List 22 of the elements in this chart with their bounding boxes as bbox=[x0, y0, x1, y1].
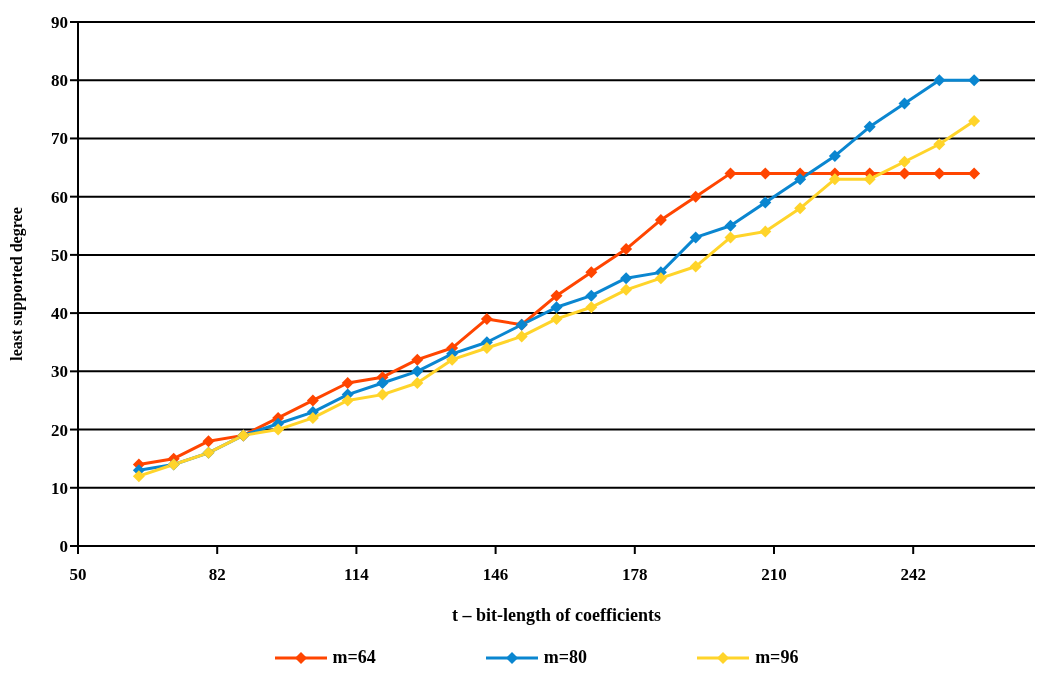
y-axis-title: least supported degree bbox=[7, 207, 26, 361]
y-tick-label: 0 bbox=[59, 537, 68, 557]
y-tick-label: 40 bbox=[51, 304, 68, 324]
y-tick-label: 30 bbox=[51, 362, 68, 382]
legend-label: m=64 bbox=[332, 647, 376, 668]
legend-label: m=96 bbox=[755, 647, 799, 668]
x-tick-label: 210 bbox=[761, 565, 787, 585]
y-tick-label: 60 bbox=[51, 187, 68, 207]
x-tick-label: 242 bbox=[900, 565, 926, 585]
x-tick-label: 82 bbox=[208, 565, 226, 585]
y-tick-label: 90 bbox=[51, 13, 68, 33]
x-axis-title: t – bit-length of coefficients bbox=[452, 605, 661, 625]
y-tick-label: 20 bbox=[51, 420, 68, 440]
y-tick-label: 50 bbox=[51, 245, 68, 265]
y-tick-label: 10 bbox=[51, 478, 68, 498]
x-tick-label: 178 bbox=[622, 565, 648, 585]
x-tick-label: 50 bbox=[69, 565, 87, 585]
x-tick-label: 146 bbox=[482, 565, 509, 585]
legend-label: m=80 bbox=[543, 647, 588, 668]
y-tick-label: 80 bbox=[51, 71, 68, 91]
y-tick-label: 70 bbox=[51, 129, 68, 149]
x-tick-label: 114 bbox=[344, 565, 370, 585]
